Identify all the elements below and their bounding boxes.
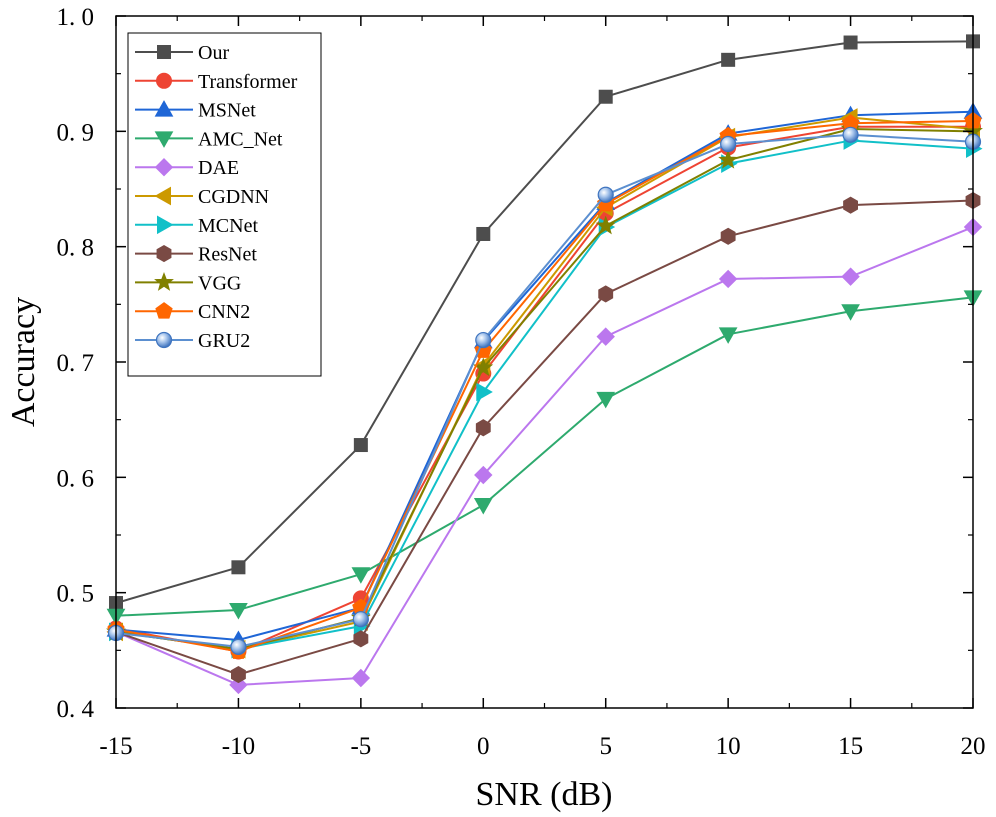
legend-marker [157,215,174,235]
data-point-gru2 [842,126,859,143]
legend-marker [154,131,174,148]
legend-label: VGG [198,272,241,294]
data-point-gru2 [475,331,492,349]
data-point-dae [718,269,738,289]
data-point-amc-net [229,602,248,620]
data-point-vgg [595,215,616,235]
series-layer [106,34,983,695]
data-point-amc-net [841,304,860,321]
data-point-our [598,89,613,104]
y-tick-label: 1. 0 [57,4,95,31]
legend-marker [154,100,174,117]
legend-marker [157,45,171,59]
legend-entry: Our [135,42,229,64]
series-line-dae [115,226,974,686]
y-tick-label: 0. 8 [57,235,95,262]
data-point-dae [229,675,248,695]
legend-entry: ResNet [135,244,257,266]
legend-entry: GRU2 [135,330,250,352]
x-tick-label: -15 [99,733,132,760]
x-tick-label: 15 [838,733,863,760]
legend-label: CNN2 [198,301,250,323]
data-point-gru2 [352,611,369,628]
legend-label: MCNet [198,215,258,237]
legend-label: Our [198,42,229,64]
x-tick-label: 5 [599,733,612,760]
legend-label: GRU2 [198,330,250,352]
data-point-amc-net [351,567,371,584]
legend-entry: Transformer [135,71,298,93]
series-line-cnn2 [115,119,974,653]
legend-marker [155,302,173,319]
legend-entry: CGDNN [135,186,269,208]
data-point-amc-net [473,498,493,515]
y-tick-label: 0. 5 [57,581,95,608]
legend-entry: DAE [135,157,239,179]
legend-entry: VGG [135,271,241,294]
legend-entry: MCNet [135,215,258,237]
data-point-our [353,438,368,453]
series-line-gru2 [115,133,974,648]
data-point-dae [841,267,860,286]
data-point-resnet [843,196,859,214]
data-point-dae [474,465,493,485]
legend-marker [154,186,171,206]
axes-layer: -15 -10 -5 0 5 10 15 20 0. 4 0. 5 0. 6 0. 7 0. 8 0. 9… [57,4,986,760]
series-gru2 [107,126,982,655]
y-tick-label: 0. 4 [57,696,95,723]
legend-marker [156,245,172,263]
legend-marker [156,72,172,89]
data-point-resnet [720,227,736,245]
legend-label: AMC_Net [198,128,283,150]
data-point-gru2 [720,135,737,153]
data-point-our [843,35,858,50]
x-tick-label: 20 [961,733,986,760]
x-tick-label: -5 [350,733,371,760]
series-line-resnet [115,199,974,676]
legend-marker [154,271,174,291]
data-point-resnet [598,285,614,303]
legend-label: DAE [198,157,239,179]
data-point-mcnet [476,382,493,402]
series-line-our [115,40,974,605]
data-point-gru2 [230,638,247,655]
x-tick-label: -10 [222,733,255,760]
series-our [109,34,980,611]
x-tick-label: 0 [477,733,490,760]
x-axis-title: SNR (dB) [476,776,613,813]
legend-entry: MSNet [135,100,256,122]
data-point-amc-net [718,327,738,344]
legend-label: MSNet [198,100,256,122]
data-point-our [476,226,491,241]
series-line-amc-net [115,296,974,617]
y-tick-label: 0. 9 [57,119,95,146]
y-tick-label: 0. 7 [57,350,95,377]
data-point-dae [596,327,615,346]
data-point-dae [351,668,371,688]
legend-label: CGDNN [198,186,269,208]
data-point-resnet [475,419,491,437]
legend-entry: AMC_Net [135,128,283,150]
legend: Our Transformer MSNet AMC_Net DAE CGDNN MCNet R… [127,32,322,377]
legend-box [127,32,322,377]
data-point-vgg [718,149,739,169]
data-point-our [721,52,736,67]
series-dae [106,217,983,695]
data-point-resnet [230,665,246,684]
series-line-mcnet [115,139,974,651]
y-axis-title: Accuracy [5,297,42,427]
legend-label: ResNet [198,244,257,266]
legend-entry: CNN2 [135,301,250,323]
data-point-our [231,560,246,575]
legend-marker [154,157,174,177]
data-point-gru2 [597,186,614,203]
data-point-amc-net [596,391,616,409]
data-point-resnet [353,630,369,648]
legend-label: Transformer [198,71,298,93]
series-line-msnet [115,110,974,641]
y-tick-label: 0. 6 [57,465,95,492]
x-tick-label: 10 [716,733,741,760]
legend-marker [155,331,173,349]
